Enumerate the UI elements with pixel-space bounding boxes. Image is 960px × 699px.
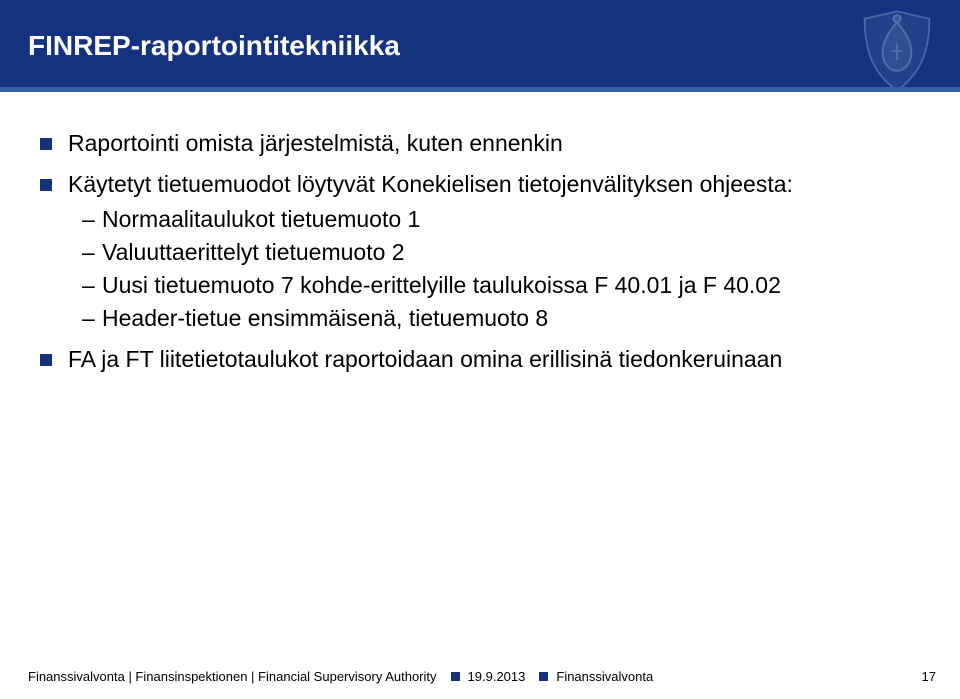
footer-square-icon xyxy=(539,672,548,681)
bullet-text: FA ja FT liitetietotaulukot raportoidaan… xyxy=(68,346,782,372)
bullet-text: Raportointi omista järjestelmistä, kuten… xyxy=(68,130,563,156)
bullet-list: Raportointi omista järjestelmistä, kuten… xyxy=(40,128,920,375)
header-accent-bar xyxy=(0,87,960,92)
sub-bullet-item: Header-tietue ensimmäisenä, tietuemuoto … xyxy=(68,303,920,334)
slide-header: FINREP-raportointitekniikka xyxy=(0,0,960,92)
bullet-item: Raportointi omista järjestelmistä, kuten… xyxy=(40,128,920,159)
slide-footer: Finanssivalvonta | Finansinspektionen | … xyxy=(0,665,960,687)
sub-bullet-text: Normaalitaulukot tietuemuoto 1 xyxy=(102,206,420,232)
footer-date: 19.9.2013 xyxy=(468,669,526,684)
footer-brand: Finanssivalvonta xyxy=(556,669,653,684)
footer-page-number: 17 xyxy=(922,669,936,684)
bullet-text: Käytetyt tietuemuodot löytyvät Konekieli… xyxy=(68,171,793,197)
slide-body: Raportointi omista järjestelmistä, kuten… xyxy=(0,92,960,699)
bullet-item: FA ja FT liitetietotaulukot raportoidaan… xyxy=(40,344,920,375)
sub-bullet-text: Valuuttaerittelyt tietuemuoto 2 xyxy=(102,239,405,265)
footer-square-icon xyxy=(451,672,460,681)
sub-bullet-item: Normaalitaulukot tietuemuoto 1 xyxy=(68,204,920,235)
sub-bullet-list: Normaalitaulukot tietuemuoto 1 Valuuttae… xyxy=(68,204,920,334)
sub-bullet-item: Valuuttaerittelyt tietuemuoto 2 xyxy=(68,237,920,268)
sub-bullet-item: Uusi tietuemuoto 7 kohde-erittelyille ta… xyxy=(68,270,920,301)
slide-title: FINREP-raportointitekniikka xyxy=(28,30,400,62)
sub-bullet-text: Header-tietue ensimmäisenä, tietuemuoto … xyxy=(102,305,548,331)
footer-org: Finanssivalvonta | Finansinspektionen | … xyxy=(28,669,437,684)
crest-icon xyxy=(852,6,942,96)
sub-bullet-text: Uusi tietuemuoto 7 kohde-erittelyille ta… xyxy=(102,272,781,298)
bullet-item: Käytetyt tietuemuodot löytyvät Konekieli… xyxy=(40,169,920,334)
